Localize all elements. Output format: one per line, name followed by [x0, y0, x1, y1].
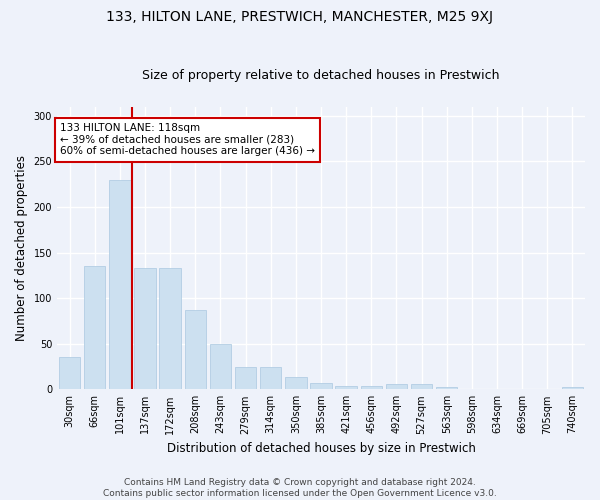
- Text: 133, HILTON LANE, PRESTWICH, MANCHESTER, M25 9XJ: 133, HILTON LANE, PRESTWICH, MANCHESTER,…: [107, 10, 493, 24]
- Bar: [335, 386, 357, 390]
- Bar: [109, 180, 131, 390]
- Text: Contains HM Land Registry data © Crown copyright and database right 2024.
Contai: Contains HM Land Registry data © Crown c…: [103, 478, 497, 498]
- Bar: [160, 268, 181, 390]
- Bar: [210, 344, 231, 390]
- Bar: [411, 384, 432, 390]
- Bar: [386, 384, 407, 390]
- Bar: [562, 386, 583, 390]
- Bar: [84, 266, 106, 390]
- X-axis label: Distribution of detached houses by size in Prestwich: Distribution of detached houses by size …: [167, 442, 475, 455]
- Bar: [310, 383, 332, 390]
- Bar: [185, 310, 206, 390]
- Y-axis label: Number of detached properties: Number of detached properties: [15, 155, 28, 341]
- Title: Size of property relative to detached houses in Prestwich: Size of property relative to detached ho…: [142, 69, 500, 82]
- Bar: [436, 388, 457, 390]
- Bar: [59, 358, 80, 390]
- Bar: [361, 386, 382, 390]
- Bar: [134, 268, 156, 390]
- Bar: [235, 366, 256, 390]
- Text: 133 HILTON LANE: 118sqm
← 39% of detached houses are smaller (283)
60% of semi-d: 133 HILTON LANE: 118sqm ← 39% of detache…: [60, 123, 315, 156]
- Bar: [260, 366, 281, 390]
- Bar: [285, 378, 307, 390]
